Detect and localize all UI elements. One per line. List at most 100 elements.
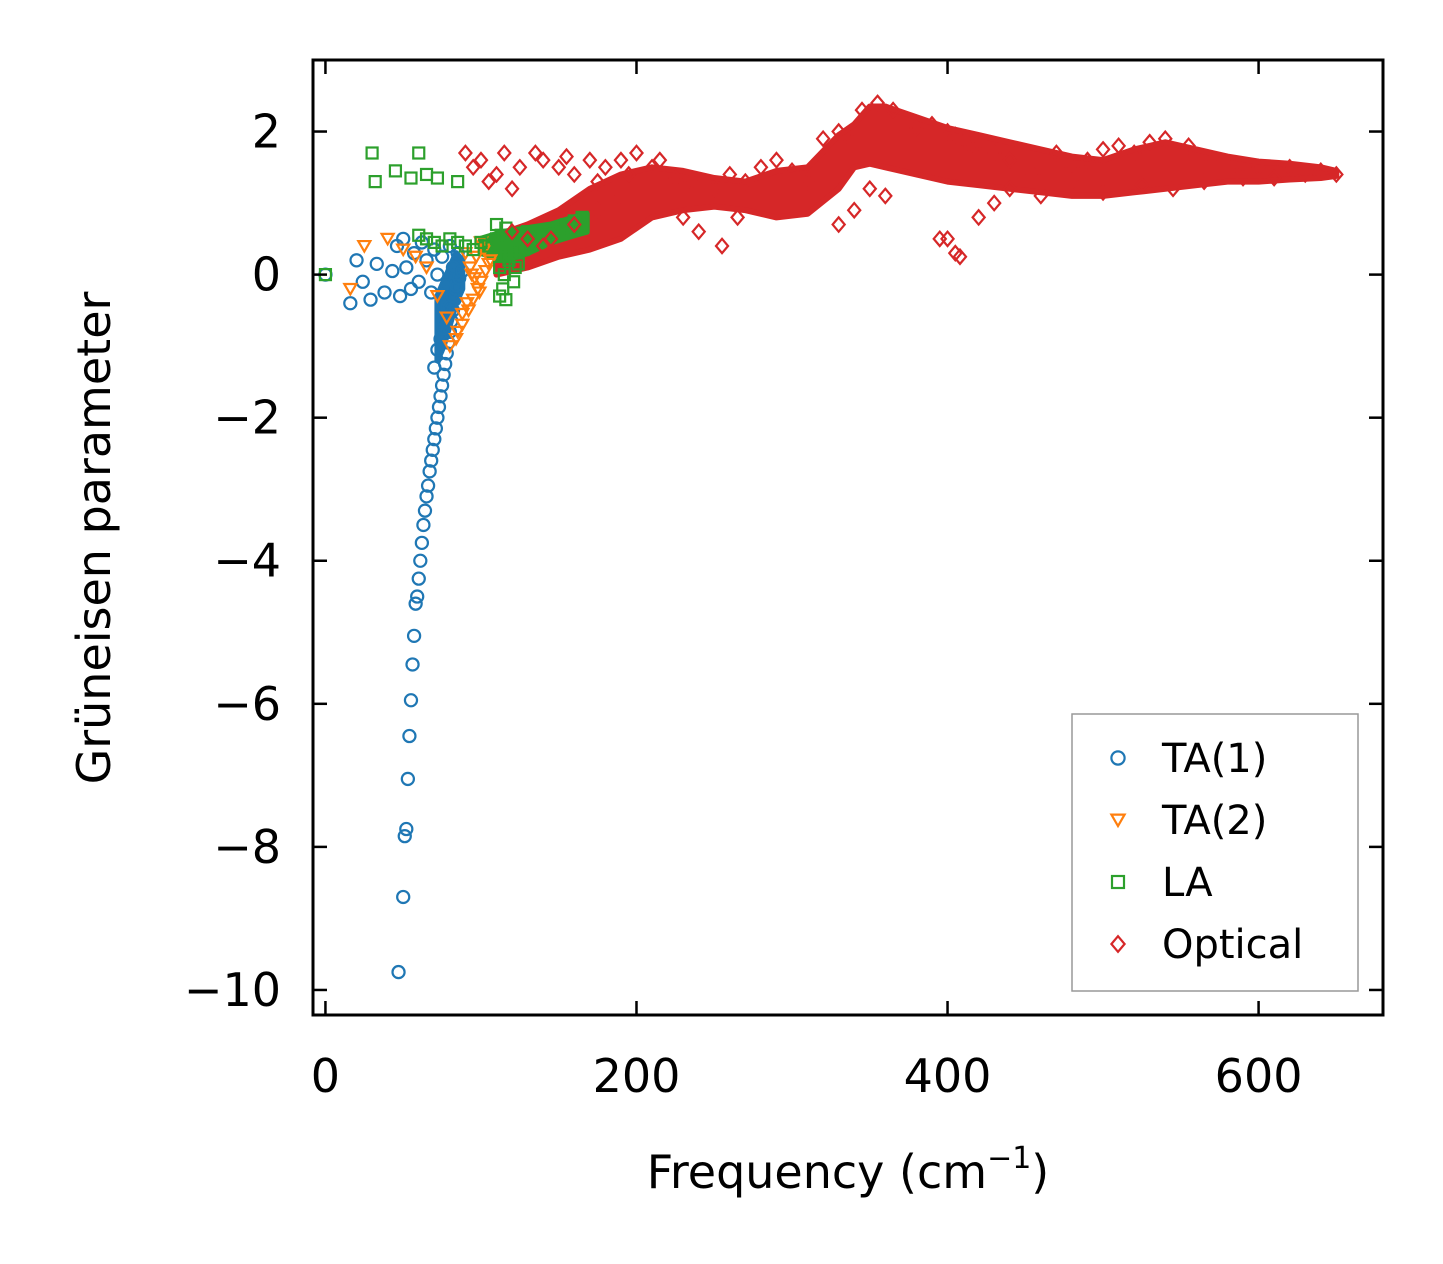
point-optical <box>535 237 551 255</box>
point-la <box>516 242 530 257</box>
y-tick-label: −6 <box>213 677 281 731</box>
point-optical <box>768 151 784 170</box>
point-optical <box>628 144 644 162</box>
point-optical <box>1165 179 1181 198</box>
point-ta-1 <box>442 238 458 254</box>
point-la <box>559 217 574 232</box>
point-optical <box>473 151 489 170</box>
point-ta-1 <box>410 589 425 604</box>
y-tick-label: −10 <box>184 963 281 1017</box>
point-la <box>451 235 465 250</box>
point-optical <box>590 201 606 220</box>
point-optical <box>489 165 505 184</box>
point-ta-1 <box>419 253 434 268</box>
point-optical <box>1181 136 1197 155</box>
point-ta-1 <box>408 596 423 611</box>
point-optical <box>1196 172 1212 191</box>
point-optical <box>644 158 660 177</box>
point-ta-1 <box>406 628 422 644</box>
point-optical <box>1297 165 1313 184</box>
point-ta-1 <box>433 389 448 404</box>
point-optical <box>675 208 691 227</box>
point-ta-1 <box>399 821 414 837</box>
point-ta-1 <box>439 278 454 293</box>
point-optical <box>986 194 1002 212</box>
point-ta-1 <box>405 657 420 672</box>
point-optical <box>1048 144 1064 162</box>
point-optical <box>838 126 854 144</box>
point-optical <box>753 158 769 177</box>
point-optical <box>831 215 847 234</box>
point-optical <box>1235 169 1251 187</box>
point-optical <box>862 179 878 198</box>
x-tick-label: 200 <box>593 1049 681 1103</box>
point-ta-1 <box>363 292 378 307</box>
point-la <box>388 164 403 178</box>
point-optical <box>940 122 956 141</box>
point-optical <box>512 158 528 177</box>
point-la <box>497 268 511 282</box>
x-tick-label: 600 <box>1215 1049 1303 1103</box>
point-la <box>404 171 418 185</box>
point-optical <box>590 172 606 191</box>
point-optical <box>924 115 940 134</box>
x-axis-label-end: ) <box>1031 1145 1049 1199</box>
point-optical <box>854 101 870 119</box>
point-la <box>430 171 445 185</box>
point-ta-1 <box>448 278 464 293</box>
point-ta-1 <box>425 442 440 458</box>
point-ta-2 <box>465 293 482 308</box>
point-optical <box>605 194 621 212</box>
legend-marker-ta-1 <box>1110 750 1126 766</box>
point-optical <box>986 144 1002 162</box>
point-la <box>552 221 566 235</box>
point-la <box>507 275 521 289</box>
tick-labels: 0 200 400 600 2 0 −2 −4 −6 −8 −10 <box>184 105 1303 1103</box>
point-optical <box>1204 151 1220 170</box>
point-la <box>482 239 496 253</box>
point-optical <box>737 172 753 191</box>
point-optical <box>1251 158 1267 177</box>
point-ta-2 <box>407 250 424 265</box>
point-ta-1 <box>427 242 442 257</box>
point-optical <box>800 172 816 191</box>
point-ta-1 <box>400 771 416 787</box>
point-optical <box>714 237 730 255</box>
point-optical <box>1025 165 1041 184</box>
point-ta-1 <box>355 274 370 289</box>
point-ta-1 <box>403 281 419 297</box>
point-ta-1 <box>452 271 467 286</box>
point-ta-1 <box>422 464 437 479</box>
point-ta-1 <box>431 399 447 415</box>
point-la <box>419 167 434 182</box>
point-optical <box>1095 183 1111 202</box>
point-ta-1 <box>420 478 436 493</box>
legend: TA(1) TA(2) LA Optical <box>1071 713 1359 992</box>
point-la <box>511 257 525 271</box>
point-ta-1 <box>396 889 411 905</box>
point-optical <box>870 94 886 112</box>
y-tick-label: −2 <box>213 391 281 445</box>
point-optical <box>932 229 948 248</box>
point-la <box>503 246 518 260</box>
point-la <box>544 225 558 239</box>
point-optical <box>722 165 738 184</box>
point-ta-2 <box>418 261 435 276</box>
point-optical <box>940 229 956 248</box>
point-optical <box>885 101 901 119</box>
point-ta-2 <box>459 297 475 311</box>
point-ta-2 <box>462 261 479 276</box>
point-optical <box>597 158 613 177</box>
point-ta-2 <box>468 250 485 265</box>
point-ta-1 <box>397 829 412 844</box>
point-la <box>435 239 449 253</box>
point-ta-1 <box>419 489 434 504</box>
point-optical <box>1328 165 1344 184</box>
point-la <box>496 282 510 296</box>
point-optical <box>457 144 473 162</box>
point-ta-1 <box>445 260 461 275</box>
point-la <box>521 225 535 239</box>
point-ta-1 <box>416 517 431 533</box>
point-la <box>365 146 379 160</box>
